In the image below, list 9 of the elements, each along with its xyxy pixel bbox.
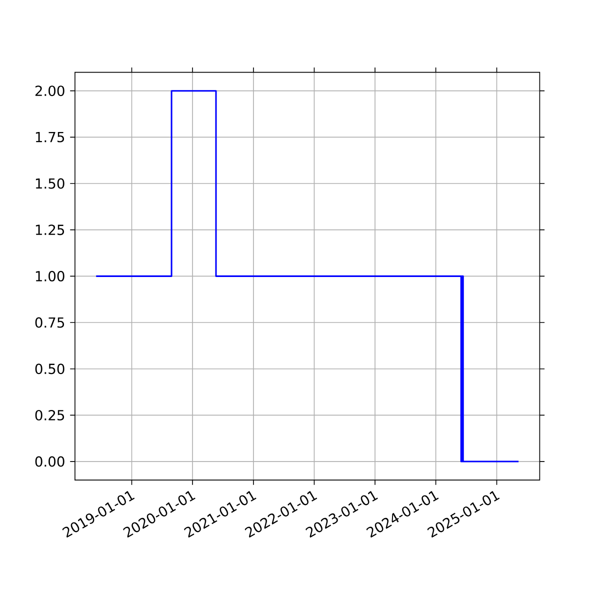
y-tick-label: 0.00	[35, 456, 64, 467]
y-tick-label: 2.00	[35, 86, 64, 96]
y-tick-label: 1.25	[36, 224, 64, 236]
y-tick-label: 1.75	[36, 132, 64, 142]
y-tick-label: 1.00	[36, 270, 64, 282]
y-tick-label: 1.50	[36, 178, 64, 189]
y-tick-label: 0.75	[35, 317, 64, 328]
y-tick-label: 0.50	[35, 364, 64, 374]
y-tick-label: 0.25	[35, 410, 64, 420]
